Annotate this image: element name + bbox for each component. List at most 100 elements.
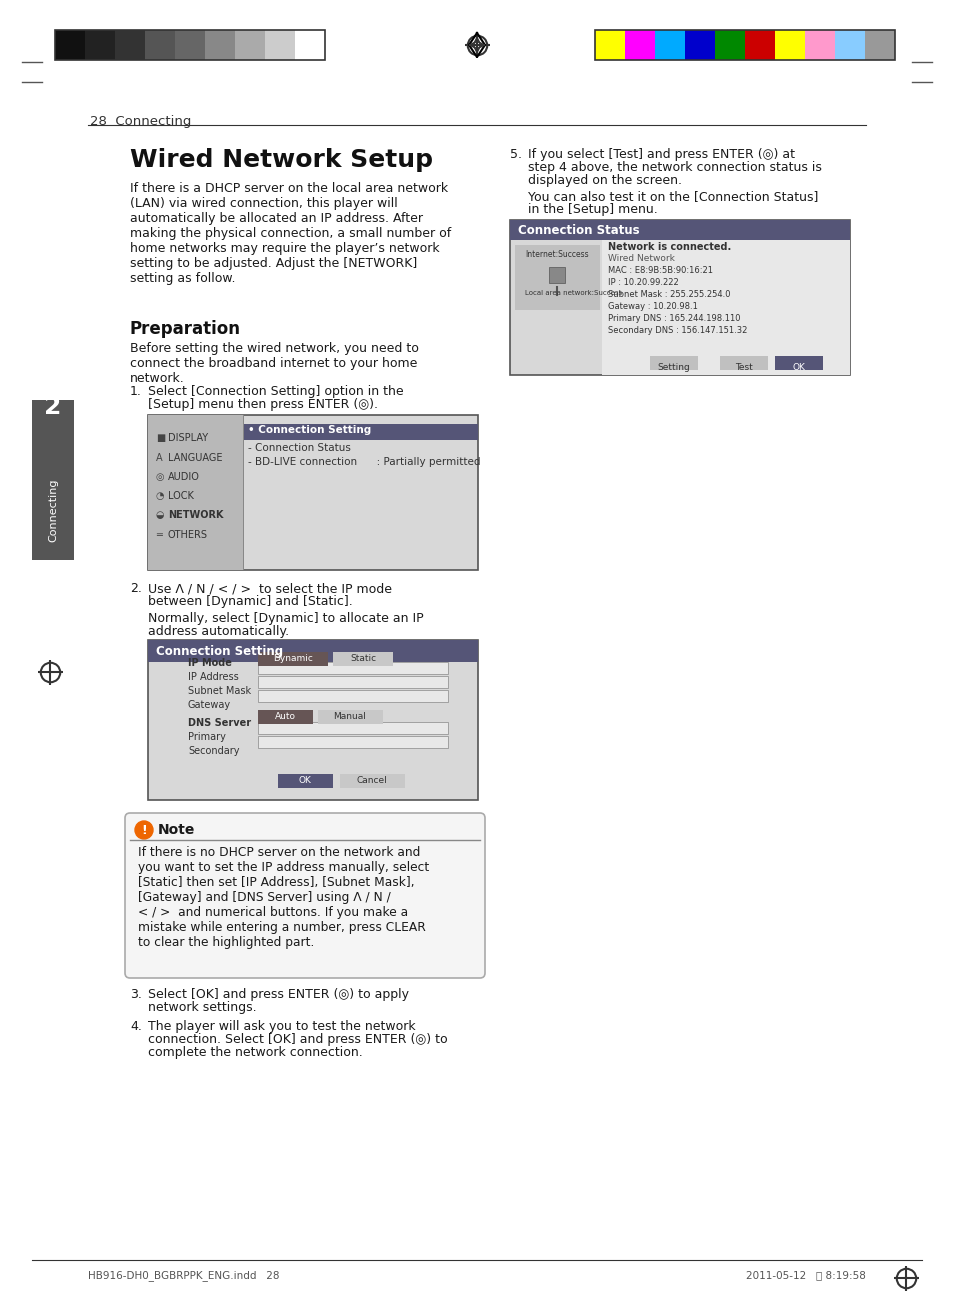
Text: Before setting the wired network, you need to
connect the broadband internet to : Before setting the wired network, you ne…: [130, 342, 418, 385]
Bar: [115, 30, 145, 60]
Text: Secondary: Secondary: [188, 746, 239, 756]
Text: Setting: Setting: [657, 363, 690, 372]
Text: complete the network connection.: complete the network connection.: [148, 1045, 362, 1058]
Text: Normally, select [Dynamic] to allocate an IP: Normally, select [Dynamic] to allocate a…: [148, 612, 423, 625]
Text: Local area network:Success: Local area network:Success: [524, 291, 621, 296]
Bar: [55, 30, 325, 60]
Text: 1.: 1.: [130, 385, 142, 398]
Bar: [684, 30, 714, 60]
Bar: [333, 652, 393, 665]
Text: Internet:Success: Internet:Success: [524, 250, 588, 259]
Text: Select [OK] and press ENTER (◎) to apply: Select [OK] and press ENTER (◎) to apply: [148, 988, 409, 1001]
Text: Wired Network Setup: Wired Network Setup: [130, 148, 433, 173]
Bar: [145, 30, 174, 60]
Text: 3.: 3.: [130, 988, 142, 1001]
Text: You can also test it on the [Connection Status]: You can also test it on the [Connection …: [527, 189, 818, 204]
Bar: [655, 30, 684, 60]
Text: ◒: ◒: [156, 510, 164, 520]
Bar: [595, 30, 894, 60]
Text: Subnet Mask: Subnet Mask: [188, 686, 251, 696]
Bar: [244, 424, 477, 440]
Bar: [243, 415, 244, 569]
Text: connection. Select [OK] and press ENTER (◎) to: connection. Select [OK] and press ENTER …: [148, 1032, 447, 1045]
Bar: [864, 30, 894, 60]
Bar: [834, 30, 864, 60]
Text: MAC : E8:9B:5B:90:16:21: MAC : E8:9B:5B:90:16:21: [607, 266, 712, 275]
Bar: [277, 774, 333, 789]
Text: - Connection Status: - Connection Status: [248, 444, 351, 453]
Text: Connecting: Connecting: [48, 479, 58, 542]
Text: Secondary DNS : 156.147.151.32: Secondary DNS : 156.147.151.32: [607, 326, 746, 335]
Bar: [257, 661, 448, 674]
Text: Wired Network: Wired Network: [607, 254, 674, 263]
Text: AUDIO: AUDIO: [168, 472, 200, 482]
Text: Use Λ / Ν / < / >  to select the IP mode: Use Λ / Ν / < / > to select the IP mode: [148, 582, 392, 595]
Text: - BD-LIVE connection      : Partially permitted: - BD-LIVE connection : Partially permitt…: [248, 457, 480, 467]
Bar: [174, 30, 205, 60]
Bar: [55, 30, 85, 60]
Bar: [595, 30, 624, 60]
Bar: [601, 240, 849, 375]
Text: Primary: Primary: [188, 732, 226, 742]
Bar: [649, 355, 698, 370]
Text: Select [Connection Setting] option in the: Select [Connection Setting] option in th…: [148, 385, 403, 398]
Text: Primary DNS : 165.244.198.110: Primary DNS : 165.244.198.110: [607, 314, 740, 323]
Text: A: A: [156, 453, 162, 463]
Bar: [714, 30, 744, 60]
Bar: [720, 355, 767, 370]
Bar: [32, 399, 74, 560]
Bar: [774, 30, 804, 60]
FancyBboxPatch shape: [148, 415, 477, 569]
Text: Note: Note: [158, 824, 195, 837]
Text: Connection Setting: Connection Setting: [156, 645, 283, 658]
Text: Subnet Mask : 255.255.254.0: Subnet Mask : 255.255.254.0: [607, 291, 730, 300]
Bar: [257, 709, 313, 724]
Text: LANGUAGE: LANGUAGE: [168, 453, 222, 463]
Text: displayed on the screen.: displayed on the screen.: [527, 174, 681, 187]
Bar: [257, 722, 448, 734]
Text: between [Dynamic] and [Static].: between [Dynamic] and [Static].: [148, 595, 353, 608]
Text: If there is a DHCP server on the local area network
(LAN) via wired connection, : If there is a DHCP server on the local a…: [130, 182, 451, 285]
Bar: [257, 735, 448, 748]
Text: network settings.: network settings.: [148, 1001, 256, 1014]
Text: 4.: 4.: [130, 1019, 142, 1032]
Text: Dynamic: Dynamic: [273, 654, 313, 663]
Text: HB916-DH0_BGBRPPK_ENG.indd   28: HB916-DH0_BGBRPPK_ENG.indd 28: [88, 1270, 279, 1281]
Text: in the [Setup] menu.: in the [Setup] menu.: [527, 204, 657, 217]
Text: 2: 2: [44, 396, 62, 419]
Text: !: !: [141, 824, 147, 837]
Text: OK: OK: [792, 363, 804, 372]
Text: Manual: Manual: [334, 712, 366, 721]
Bar: [205, 30, 234, 60]
Text: OK: OK: [298, 776, 311, 785]
Bar: [148, 415, 243, 569]
Text: ═: ═: [156, 530, 162, 540]
Text: 5.: 5.: [510, 148, 521, 161]
Text: DNS Server: DNS Server: [188, 719, 251, 728]
Text: IP : 10.20.99.222: IP : 10.20.99.222: [607, 278, 678, 287]
Text: address automatically.: address automatically.: [148, 625, 289, 638]
Bar: [234, 30, 265, 60]
FancyBboxPatch shape: [125, 813, 484, 978]
Text: Gateway : 10.20.98.1: Gateway : 10.20.98.1: [607, 302, 698, 311]
Bar: [317, 709, 382, 724]
Text: [Setup] menu then press ENTER (◎).: [Setup] menu then press ENTER (◎).: [148, 398, 377, 411]
Text: DISPLAY: DISPLAY: [168, 433, 208, 444]
Text: Cancel: Cancel: [356, 776, 387, 785]
Bar: [804, 30, 834, 60]
Text: If there is no DHCP server on the network and
you want to set the IP address man: If there is no DHCP server on the networ…: [138, 846, 429, 949]
Text: Network is connected.: Network is connected.: [607, 243, 731, 252]
Text: 2011-05-12    8:19:58: 2011-05-12  8:19:58: [745, 1270, 865, 1280]
Text: IP Mode: IP Mode: [188, 658, 232, 668]
Text: The player will ask you to test the network: The player will ask you to test the netw…: [148, 1019, 416, 1032]
FancyBboxPatch shape: [148, 639, 477, 800]
Text: ■: ■: [156, 433, 165, 444]
Text: Test: Test: [735, 363, 752, 372]
Text: OTHERS: OTHERS: [168, 530, 208, 540]
Bar: [148, 639, 477, 661]
Bar: [257, 690, 448, 702]
FancyBboxPatch shape: [510, 220, 849, 375]
Circle shape: [135, 821, 152, 839]
Text: step 4 above, the network connection status is: step 4 above, the network connection sta…: [527, 161, 821, 174]
Text: • Connection Setting: • Connection Setting: [248, 425, 371, 434]
